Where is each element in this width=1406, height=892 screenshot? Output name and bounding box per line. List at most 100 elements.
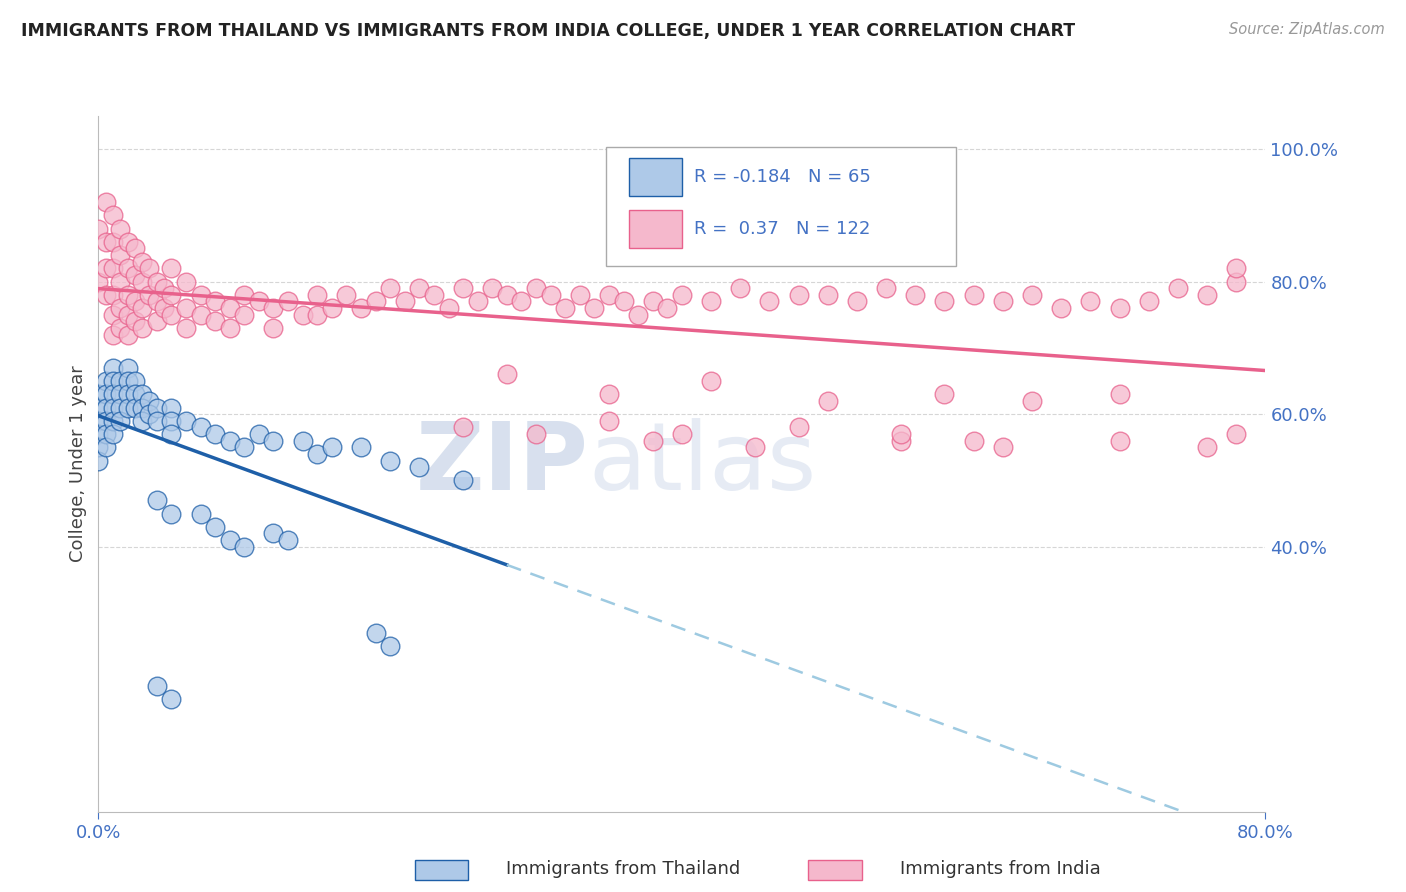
Point [1225, 261, 1247, 276]
Point [110, 221, 132, 235]
Point [124, 314, 146, 328]
Point [524, 281, 547, 295]
Point [110, 301, 132, 315]
Point [728, 281, 751, 295]
Point [904, 288, 927, 302]
Point [845, 294, 868, 309]
Point [160, 692, 183, 706]
Point [934, 387, 956, 401]
Point [437, 301, 460, 315]
Point [110, 401, 132, 415]
Point [350, 301, 373, 315]
Point [94, 440, 117, 454]
Point [598, 288, 620, 302]
Point [524, 427, 547, 442]
Point [110, 248, 132, 262]
Point [671, 288, 693, 302]
Point [101, 308, 124, 322]
Point [94, 195, 117, 210]
Point [146, 275, 169, 289]
Point [262, 321, 284, 335]
Point [495, 368, 517, 382]
Point [94, 235, 117, 249]
Point [1108, 387, 1130, 401]
Point [87, 453, 110, 467]
Point [700, 294, 723, 309]
Point [335, 288, 357, 302]
Point [233, 308, 256, 322]
Point [1195, 288, 1218, 302]
Point [124, 374, 146, 388]
Point [1108, 301, 1130, 315]
Point [117, 360, 139, 375]
Point [233, 288, 256, 302]
Point [160, 308, 183, 322]
Point [110, 321, 132, 335]
Point [262, 526, 284, 541]
Point [117, 401, 139, 415]
Point [321, 440, 343, 454]
Point [190, 288, 212, 302]
Point [423, 288, 446, 302]
Point [160, 261, 183, 276]
Point [1050, 301, 1073, 315]
FancyBboxPatch shape [630, 210, 682, 248]
FancyBboxPatch shape [630, 158, 682, 196]
Point [321, 301, 343, 315]
Point [364, 625, 387, 640]
Point [787, 288, 810, 302]
Point [817, 288, 839, 302]
Point [890, 427, 912, 442]
Point [131, 401, 153, 415]
Point [101, 401, 124, 415]
Point [1108, 434, 1130, 448]
Point [124, 294, 146, 309]
Point [218, 434, 240, 448]
Point [598, 387, 620, 401]
Text: Source: ZipAtlas.com: Source: ZipAtlas.com [1229, 22, 1385, 37]
Point [101, 288, 124, 302]
Point [962, 288, 984, 302]
Point [1195, 440, 1218, 454]
Point [481, 281, 503, 295]
Point [408, 281, 430, 295]
Point [451, 420, 474, 434]
Point [1225, 427, 1247, 442]
Point [204, 427, 226, 442]
Point [657, 301, 679, 315]
Point [117, 288, 139, 302]
Point [101, 374, 124, 388]
Point [94, 387, 117, 401]
Point [110, 374, 132, 388]
Point [138, 393, 160, 408]
Point [583, 301, 606, 315]
Point [190, 507, 212, 521]
Text: Immigrants from India: Immigrants from India [900, 860, 1101, 878]
Point [218, 321, 240, 335]
Point [350, 440, 373, 454]
Point [87, 275, 110, 289]
Point [101, 427, 124, 442]
Text: R =  0.37   N = 122: R = 0.37 N = 122 [693, 220, 870, 238]
Text: Immigrants from Thailand: Immigrants from Thailand [506, 860, 741, 878]
Point [1080, 294, 1102, 309]
Point [131, 275, 153, 289]
Point [467, 294, 489, 309]
Point [153, 301, 176, 315]
Point [101, 261, 124, 276]
Point [117, 387, 139, 401]
Point [378, 281, 402, 295]
Point [451, 281, 474, 295]
Point [540, 288, 562, 302]
Y-axis label: College, Under 1 year: College, Under 1 year [69, 366, 87, 562]
Point [101, 327, 124, 342]
Point [233, 440, 256, 454]
Point [146, 401, 169, 415]
Point [394, 294, 416, 309]
Point [146, 679, 169, 693]
Point [160, 401, 183, 415]
Point [94, 288, 117, 302]
Point [641, 434, 664, 448]
Point [817, 393, 839, 408]
Point [131, 301, 153, 315]
